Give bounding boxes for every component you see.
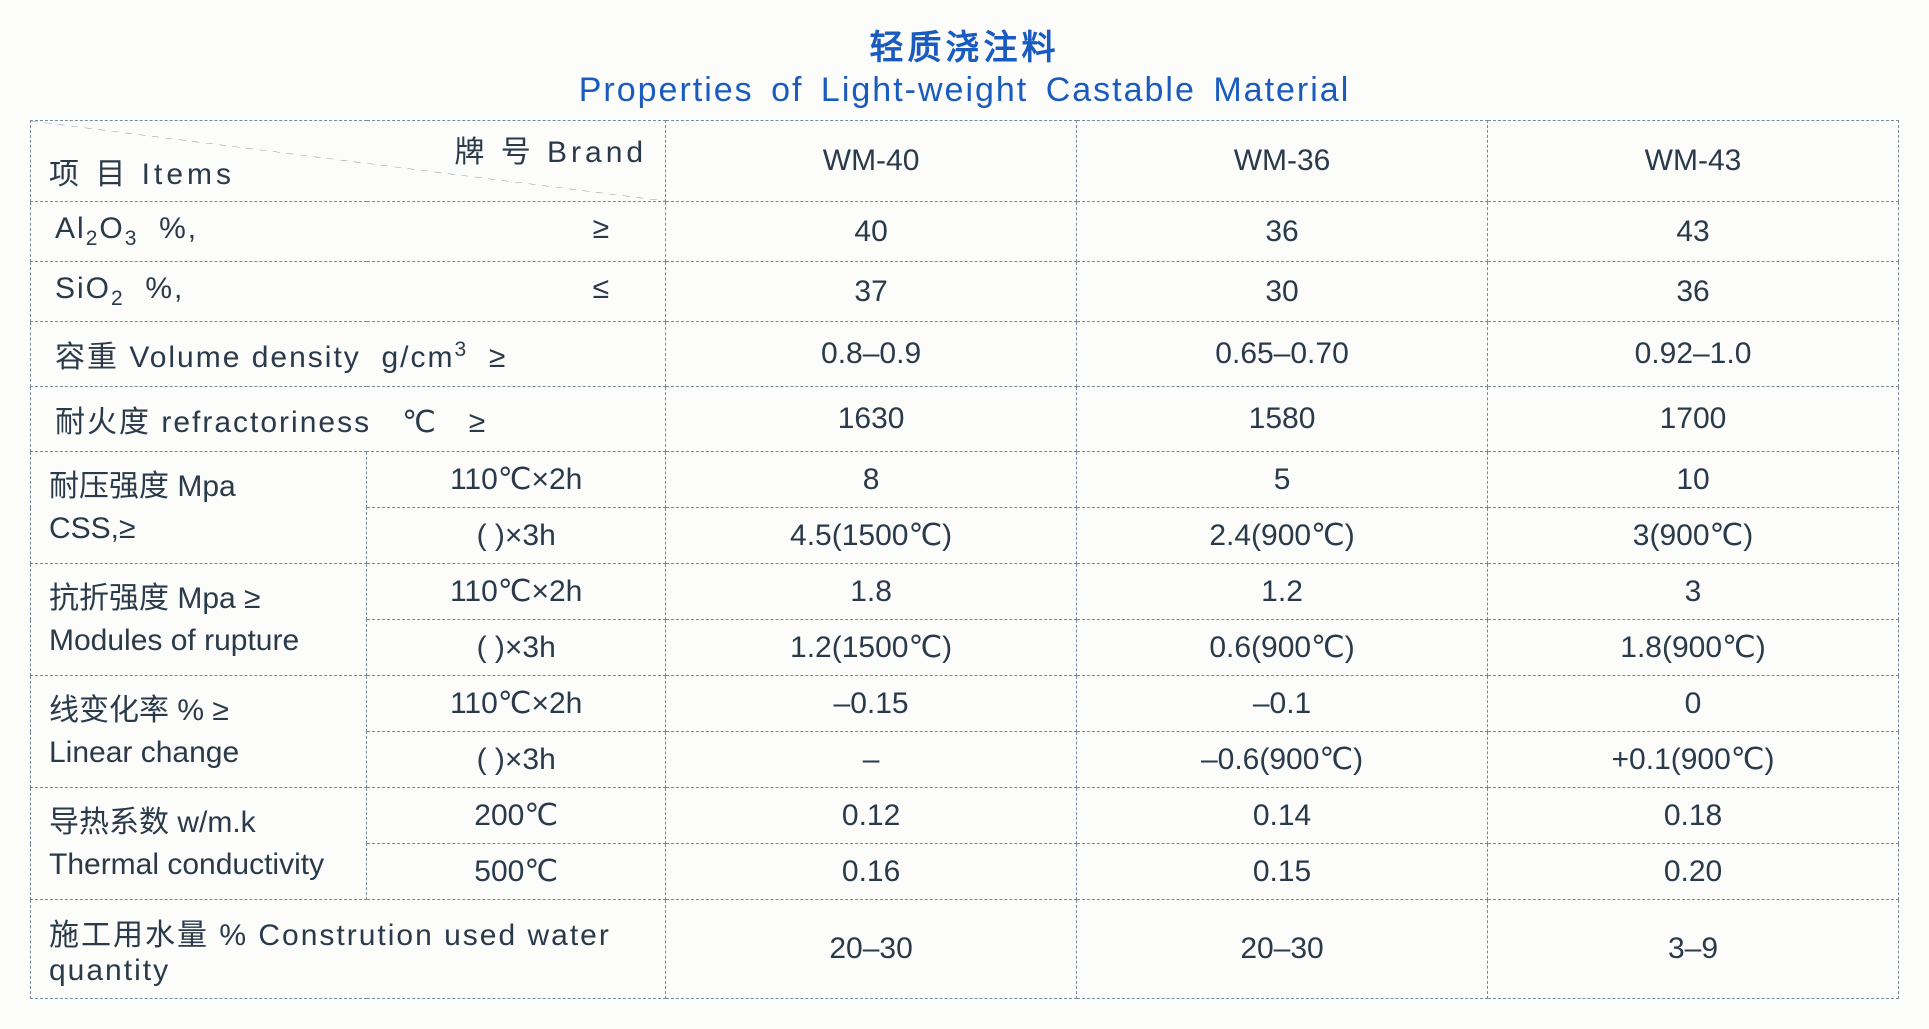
- row-al2o3: Al2O3 %, ≥ 40 36 43: [31, 202, 1899, 262]
- cell: 36: [1488, 262, 1899, 322]
- cell: 0.14: [1077, 788, 1488, 844]
- al2o3-label: Al2O3 %,: [55, 212, 198, 245]
- row-label: 耐火度 refractoriness ℃ ≥: [31, 387, 666, 452]
- cell: 40: [666, 202, 1077, 262]
- row-water: 施工用水量 % Constrution used water quantity …: [31, 900, 1899, 999]
- row-label: Al2O3 %, ≥: [31, 202, 666, 262]
- cell: 0.65–0.70: [1077, 322, 1488, 387]
- row-label: SiO2 %, ≤: [31, 262, 666, 322]
- row-sio2: SiO2 %, ≤ 37 30 36: [31, 262, 1899, 322]
- cell: 43: [1488, 202, 1899, 262]
- cell: –0.15: [666, 676, 1077, 732]
- al2o3-symbol: ≥: [593, 212, 611, 246]
- density-label: 容重 Volume density g/cm3 ≥: [55, 341, 507, 374]
- css-label-l1: 耐压强度 Mpa: [49, 470, 236, 503]
- cell: 2.4(900℃): [1077, 508, 1488, 564]
- row-density: 容重 Volume density g/cm3 ≥ 0.8–0.9 0.65–0…: [31, 322, 1899, 387]
- row-mor-1: 抗折强度 Mpa ≥ Modules of rupture 110℃×2h 1.…: [31, 564, 1899, 620]
- row-linear-1: 线变化率 % ≥ Linear change 110℃×2h –0.15 –0.…: [31, 676, 1899, 732]
- cell: 0.8–0.9: [666, 322, 1077, 387]
- water-label: 施工用水量 % Constrution used water quantity: [31, 900, 666, 999]
- cell: 1700: [1488, 387, 1899, 452]
- cell: 1630: [666, 387, 1077, 452]
- header-diagonal-cell: 项 目 Items 牌 号 Brand: [31, 121, 666, 202]
- cell: 0.6(900℃): [1077, 620, 1488, 676]
- brand-col-1: WM-36: [1077, 121, 1488, 202]
- cell: 1580: [1077, 387, 1488, 452]
- cell: –: [666, 732, 1077, 788]
- thermal-cond-2: 500℃: [367, 844, 666, 900]
- cell: 0.16: [666, 844, 1077, 900]
- css-group-label: 耐压强度 Mpa CSS,≥: [31, 452, 367, 564]
- header-brand-label: 牌 号 Brand: [454, 127, 647, 171]
- cell: 1.2: [1077, 564, 1488, 620]
- cell: 1.2(1500℃): [666, 620, 1077, 676]
- sio2-symbol: ≤: [593, 272, 611, 306]
- cell: 36: [1077, 202, 1488, 262]
- linear-cond-1: 110℃×2h: [367, 676, 666, 732]
- thermal-cond-1: 200℃: [367, 788, 666, 844]
- mor-cond-1: 110℃×2h: [367, 564, 666, 620]
- cell: +0.1(900℃): [1488, 732, 1899, 788]
- row-css-1: 耐压强度 Mpa CSS,≥ 110℃×2h 8 5 10: [31, 452, 1899, 508]
- cell: 30: [1077, 262, 1488, 322]
- row-refractoriness: 耐火度 refractoriness ℃ ≥ 1630 1580 1700: [31, 387, 1899, 452]
- linear-group-label: 线变化率 % ≥ Linear change: [31, 676, 367, 788]
- cell: 0.92–1.0: [1488, 322, 1899, 387]
- properties-table: 项 目 Items 牌 号 Brand WM-40 WM-36 WM-43 Al…: [30, 120, 1899, 999]
- cell: –0.6(900℃): [1077, 732, 1488, 788]
- css-cond-1: 110℃×2h: [367, 452, 666, 508]
- cell: –0.1: [1077, 676, 1488, 732]
- thermal-group-label: 导热系数 w/m.k Thermal conductivity: [31, 788, 367, 900]
- header-items-label: 项 目 Items: [49, 149, 235, 193]
- refract-label: 耐火度 refractoriness ℃ ≥: [55, 406, 487, 439]
- cell: 37: [666, 262, 1077, 322]
- cell: 5: [1077, 452, 1488, 508]
- mor-label-l2: Modules of rupture: [49, 624, 299, 657]
- cell: 20–30: [1077, 900, 1488, 999]
- title-english: Properties of Light-weight Castable Mate…: [30, 71, 1899, 110]
- cell: 0: [1488, 676, 1899, 732]
- brand-col-0: WM-40: [666, 121, 1077, 202]
- mor-label-l1: 抗折强度 Mpa ≥: [49, 582, 261, 615]
- css-cond-2: ( )×3h: [367, 508, 666, 564]
- cell: 1.8: [666, 564, 1077, 620]
- mor-cond-2: ( )×3h: [367, 620, 666, 676]
- title-block: 轻质浇注料 Properties of Light-weight Castabl…: [30, 20, 1899, 110]
- linear-label-l2: Linear change: [49, 736, 239, 769]
- row-label: 容重 Volume density g/cm3 ≥: [31, 322, 666, 387]
- table-header-row: 项 目 Items 牌 号 Brand WM-40 WM-36 WM-43: [31, 121, 1899, 202]
- cell: 0.15: [1077, 844, 1488, 900]
- cell: 0.18: [1488, 788, 1899, 844]
- cell: 3: [1488, 564, 1899, 620]
- cell: 0.20: [1488, 844, 1899, 900]
- cell: 3(900℃): [1488, 508, 1899, 564]
- thermal-label-l2: Thermal conductivity: [49, 848, 324, 881]
- cell: 8: [666, 452, 1077, 508]
- linear-cond-2: ( )×3h: [367, 732, 666, 788]
- cell: 3–9: [1488, 900, 1899, 999]
- css-label-l2: CSS,≥: [49, 512, 135, 545]
- row-thermal-1: 导热系数 w/m.k Thermal conductivity 200℃ 0.1…: [31, 788, 1899, 844]
- title-chinese: 轻质浇注料: [30, 20, 1899, 69]
- linear-label-l1: 线变化率 % ≥: [49, 694, 229, 727]
- sio2-label: SiO2 %,: [55, 272, 184, 305]
- mor-group-label: 抗折强度 Mpa ≥ Modules of rupture: [31, 564, 367, 676]
- cell: 20–30: [666, 900, 1077, 999]
- cell: 0.12: [666, 788, 1077, 844]
- cell: 10: [1488, 452, 1899, 508]
- cell: 1.8(900℃): [1488, 620, 1899, 676]
- thermal-label-l1: 导热系数 w/m.k: [49, 806, 256, 839]
- brand-col-2: WM-43: [1488, 121, 1899, 202]
- cell: 4.5(1500℃): [666, 508, 1077, 564]
